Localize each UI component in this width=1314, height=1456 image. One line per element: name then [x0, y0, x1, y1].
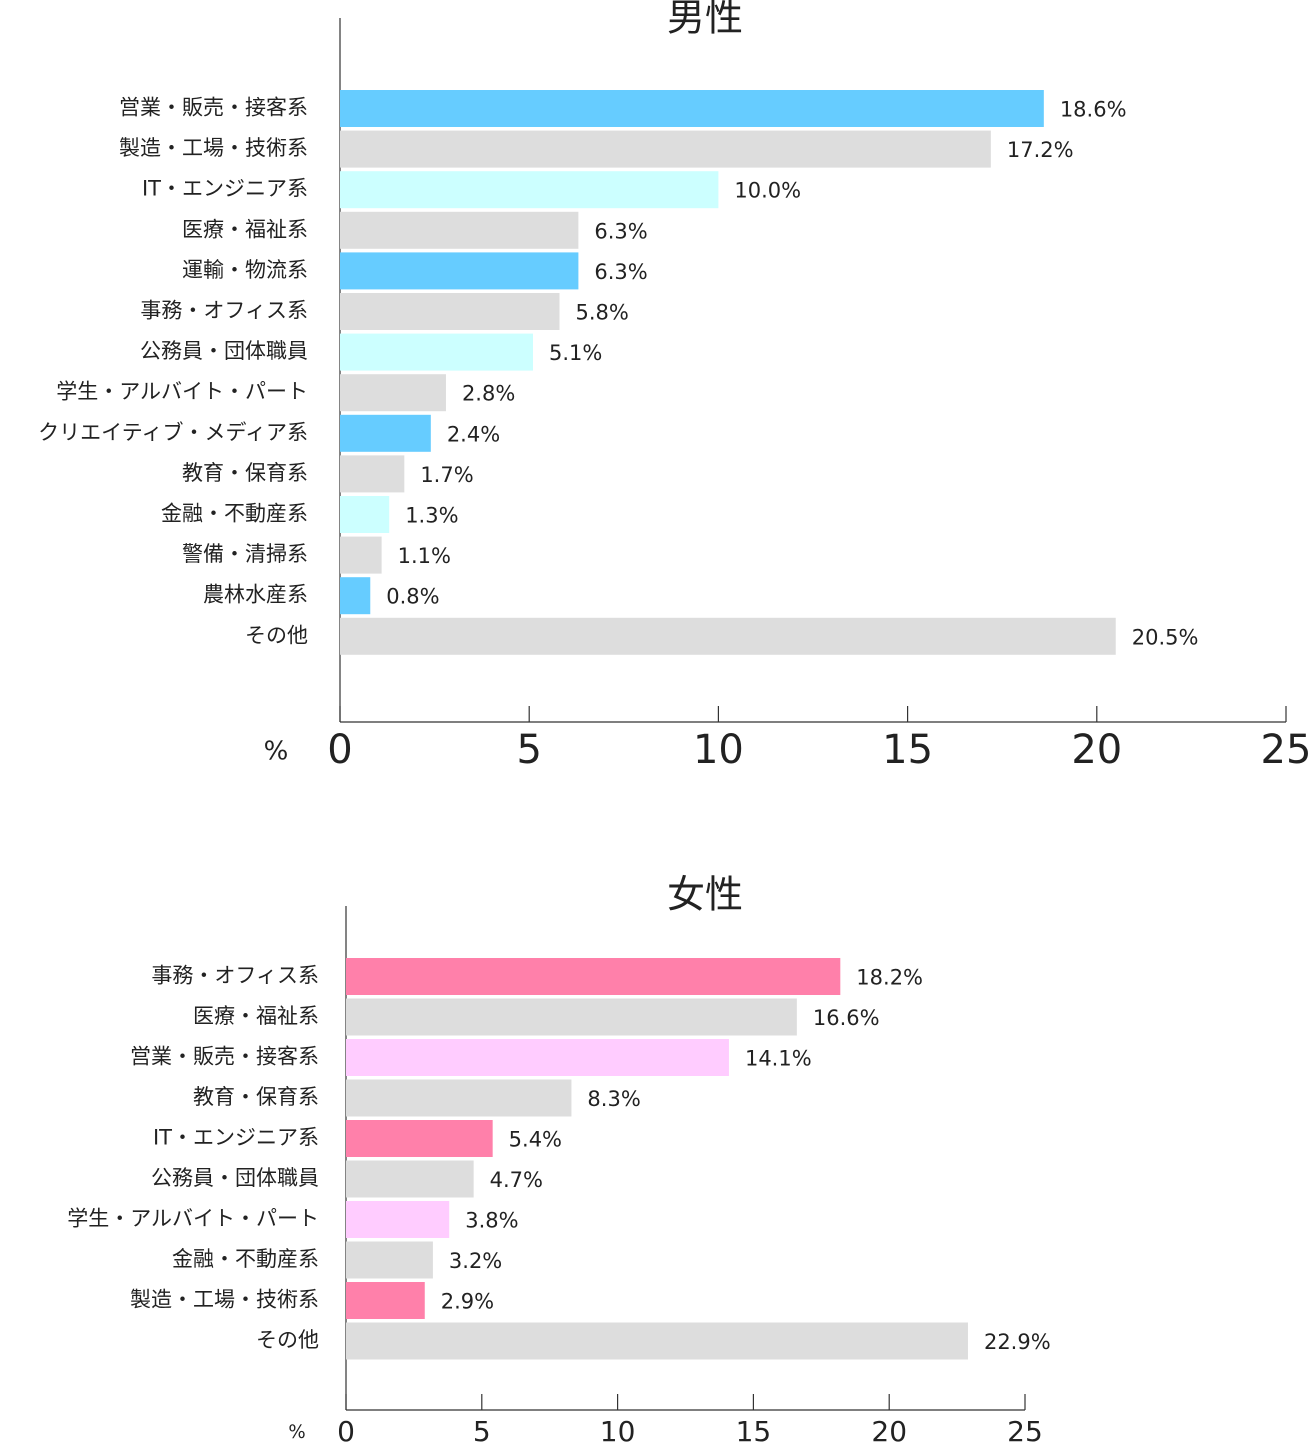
value-label: 10.0% — [734, 179, 801, 203]
value-label: 22.9% — [984, 1330, 1051, 1354]
category-label: 公務員・団体職員 — [140, 339, 308, 363]
value-label: 2.4% — [447, 422, 500, 446]
value-label: 5.4% — [509, 1128, 562, 1152]
x-tick-label: 25 — [1007, 1415, 1043, 1448]
x-tick-label: 0 — [337, 1415, 355, 1448]
bar — [340, 617, 1116, 655]
value-label: 8.3% — [587, 1087, 640, 1111]
x-axis-label: % — [264, 737, 289, 767]
category-label: IT・エンジニア系 — [142, 177, 308, 201]
category-label: 農林水産系 — [203, 583, 308, 607]
x-tick-label: 15 — [736, 1415, 772, 1448]
value-label: 17.2% — [1007, 138, 1074, 162]
category-label: 公務員・団体職員 — [151, 1166, 319, 1190]
bar — [346, 1039, 729, 1076]
category-label: 教育・保育系 — [193, 1085, 319, 1109]
x-tick-label: 20 — [1071, 727, 1122, 773]
bar — [340, 130, 991, 168]
category-label: 教育・保育系 — [182, 461, 308, 485]
bar — [340, 536, 382, 574]
bar — [340, 455, 405, 493]
value-label: 6.3% — [594, 260, 647, 284]
value-label: 5.8% — [575, 301, 628, 325]
category-label: その他 — [256, 1328, 319, 1352]
category-label: IT・エンジニア系 — [153, 1126, 319, 1150]
value-label: 2.9% — [441, 1290, 494, 1314]
category-label: 警備・清掃系 — [182, 542, 308, 566]
bar — [346, 1160, 474, 1198]
value-label: 1.1% — [398, 544, 451, 568]
bar — [346, 1201, 450, 1238]
x-axis-label: % — [288, 1422, 305, 1443]
bar — [340, 171, 719, 209]
value-label: 5.1% — [549, 341, 602, 365]
value-label: 20.5% — [1132, 625, 1199, 649]
value-label: 0.8% — [386, 585, 439, 609]
category-label: 製造・工場・技術系 — [119, 136, 308, 160]
category-label: その他 — [245, 623, 308, 647]
bar — [340, 252, 579, 290]
value-label: 3.8% — [465, 1209, 518, 1233]
category-label: クリエイティブ・メディア系 — [38, 420, 308, 444]
bar — [346, 1079, 572, 1117]
value-label: 18.2% — [856, 966, 923, 990]
category-label: 事務・オフィス系 — [140, 299, 308, 323]
category-label: 製造・工場・技術系 — [130, 1288, 319, 1312]
value-label: 2.8% — [462, 382, 515, 406]
x-tick-label: 5 — [473, 1415, 491, 1448]
value-label: 16.6% — [813, 1006, 880, 1030]
bar — [340, 496, 390, 533]
bar — [340, 211, 579, 249]
bar — [340, 577, 371, 615]
category-label: 事務・オフィス系 — [151, 964, 319, 988]
x-tick-label: 15 — [882, 727, 933, 773]
bar — [340, 374, 446, 412]
value-label: 6.3% — [594, 219, 647, 243]
chart-title: 男性 — [667, 0, 743, 40]
value-label: 1.3% — [405, 504, 458, 528]
value-label: 1.7% — [420, 463, 473, 487]
category-label: 営業・販売・接客系 — [119, 96, 308, 120]
category-label: 金融・不動産系 — [161, 502, 308, 526]
bar — [340, 90, 1044, 127]
value-label: 18.6% — [1060, 98, 1127, 122]
category-label: 営業・販売・接客系 — [130, 1045, 319, 1069]
bar — [346, 1120, 493, 1157]
x-tick-label: 20 — [871, 1415, 907, 1448]
category-label: 学生・アルバイト・パート — [67, 1207, 319, 1231]
category-label: 運輸・物流系 — [182, 258, 308, 282]
chart-title: 女性 — [667, 873, 743, 917]
x-tick-label: 25 — [1261, 727, 1312, 773]
bar — [340, 414, 431, 452]
category-label: 学生・アルバイト・パート — [56, 380, 308, 404]
value-label: 4.7% — [490, 1168, 543, 1192]
x-tick-label: 5 — [516, 727, 541, 773]
bar — [346, 998, 797, 1036]
x-tick-label: 0 — [327, 727, 352, 773]
bar — [346, 1241, 433, 1279]
bar — [346, 1322, 968, 1360]
x-tick-label: 10 — [693, 727, 744, 773]
value-label: 3.2% — [449, 1249, 502, 1273]
bar — [340, 293, 560, 330]
value-label: 14.1% — [745, 1047, 812, 1071]
category-label: 医療・福祉系 — [182, 217, 308, 241]
category-label: 金融・不動産系 — [172, 1247, 319, 1271]
category-label: 医療・福祉系 — [193, 1004, 319, 1028]
bar — [346, 1282, 425, 1319]
x-tick-label: 10 — [600, 1415, 636, 1448]
bar — [346, 958, 841, 995]
bar — [340, 333, 533, 371]
